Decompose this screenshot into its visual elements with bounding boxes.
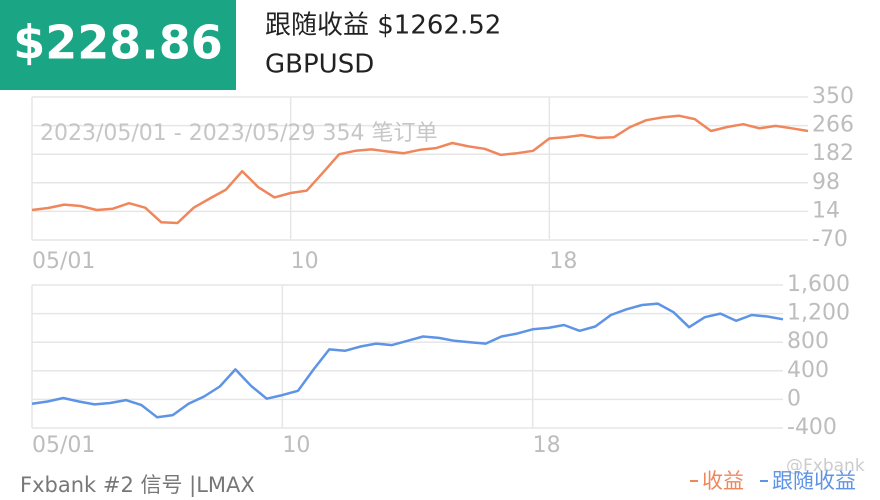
y-tick-label: 800 (787, 329, 829, 354)
y-tick-label: -400 (787, 415, 837, 440)
line (31, 302, 784, 419)
x-tick-label: 18 (533, 433, 561, 458)
x-tick-label: 18 (549, 249, 577, 274)
annotation: 2023/05/01 - 2023/05/29 354 笔订单 (40, 121, 438, 146)
watermark: @Fxbank (786, 456, 865, 476)
legend-label: 跟随收益 (772, 469, 856, 493)
follow-profit: 跟随收益 $1262.52 (265, 11, 501, 41)
source: Fxbank #2 信号 |LMAX (20, 473, 255, 498)
y-tick-label: 0 (787, 386, 801, 411)
x-tick-label: 05/01 (32, 249, 95, 274)
x-tick-label: 05/01 (32, 433, 95, 458)
y-tick-label: 400 (787, 358, 829, 383)
y-tick-label: 1,600 (787, 272, 850, 297)
y-tick-label: 14 (812, 198, 840, 223)
y-tick-label: -70 (812, 227, 848, 252)
line (31, 114, 809, 225)
y-tick-label: 98 (812, 170, 840, 195)
y-tick-label: 1,200 (787, 301, 850, 326)
y-tick-label: 350 (812, 84, 854, 109)
legend-label: 收益 (702, 469, 744, 493)
y-tick-label: 266 (812, 113, 854, 138)
y-tick-label: 182 (812, 141, 854, 166)
x-tick-label: 10 (282, 433, 310, 458)
symbol: GBPUSD (265, 50, 374, 80)
x-tick-label: 10 (291, 249, 319, 274)
amount-badge (0, 0, 236, 90)
amount: $228.86 (13, 16, 223, 70)
